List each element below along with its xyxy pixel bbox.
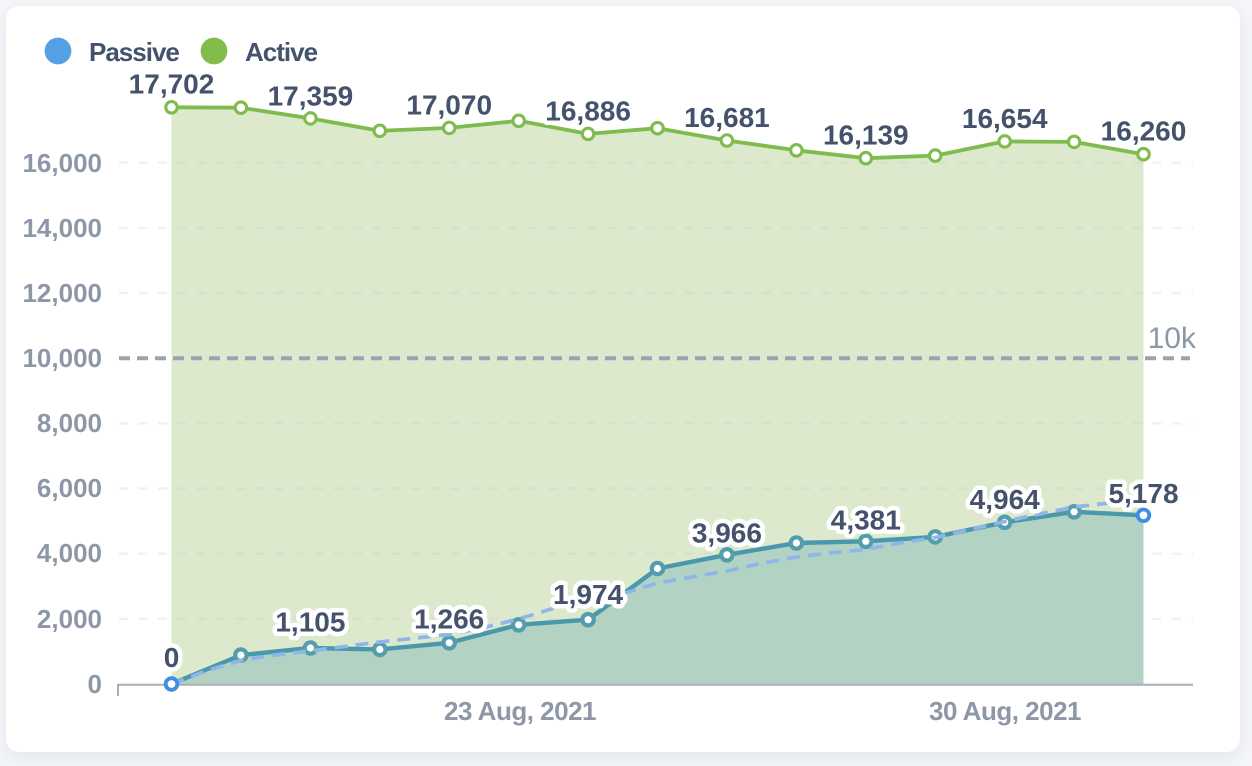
svg-text:17,070: 17,070 xyxy=(406,90,492,121)
svg-text:16,000: 16,000 xyxy=(22,148,102,178)
svg-text:16,139: 16,139 xyxy=(823,120,909,151)
svg-text:6,000: 6,000 xyxy=(37,473,102,503)
svg-text:1,974: 1,974 xyxy=(553,579,623,610)
svg-text:8,000: 8,000 xyxy=(37,408,102,438)
svg-text:Active: Active xyxy=(245,37,318,67)
svg-text:30 Aug, 2021: 30 Aug, 2021 xyxy=(929,696,1081,726)
svg-text:1,266: 1,266 xyxy=(414,604,484,635)
svg-text:2,000: 2,000 xyxy=(37,604,102,634)
svg-text:0: 0 xyxy=(164,642,180,673)
svg-text:3,966: 3,966 xyxy=(692,518,762,549)
svg-text:16,654: 16,654 xyxy=(962,103,1048,134)
svg-text:16,260: 16,260 xyxy=(1101,116,1187,147)
svg-text:17,702: 17,702 xyxy=(129,69,215,100)
svg-text:5,178: 5,178 xyxy=(1108,478,1178,509)
svg-text:16,681: 16,681 xyxy=(684,102,770,133)
svg-text:4,000: 4,000 xyxy=(37,538,102,568)
svg-text:4,964: 4,964 xyxy=(970,484,1040,515)
svg-text:1,105: 1,105 xyxy=(275,607,345,638)
svg-text:12,000: 12,000 xyxy=(22,278,102,308)
svg-text:16,886: 16,886 xyxy=(545,96,631,127)
svg-text:10,000: 10,000 xyxy=(22,343,102,373)
svg-text:4,381: 4,381 xyxy=(831,505,901,536)
svg-text:14,000: 14,000 xyxy=(22,213,102,243)
svg-text:0: 0 xyxy=(88,669,102,699)
svg-text:10k: 10k xyxy=(1148,322,1197,355)
svg-text:Passive: Passive xyxy=(89,37,179,67)
svg-text:17,359: 17,359 xyxy=(268,81,354,112)
svg-text:23 Aug, 2021: 23 Aug, 2021 xyxy=(444,696,596,726)
